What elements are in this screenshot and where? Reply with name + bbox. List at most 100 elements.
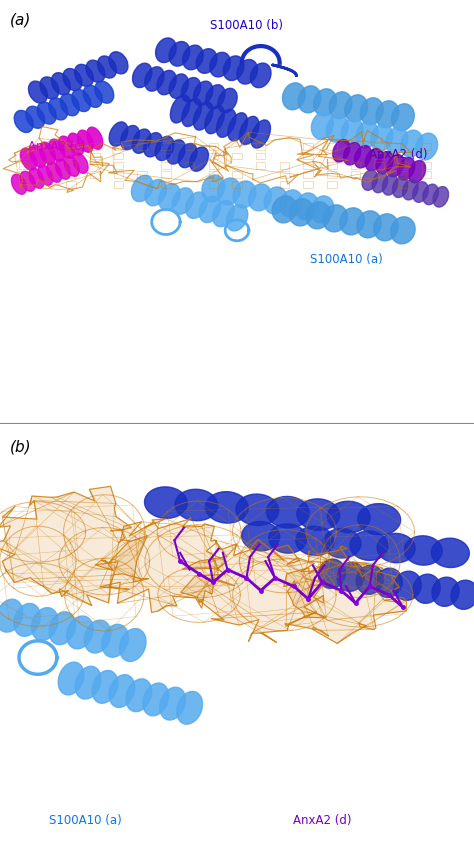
Ellipse shape	[133, 63, 152, 87]
Ellipse shape	[250, 63, 271, 88]
Ellipse shape	[121, 125, 139, 150]
Bar	[66, 143, 76, 150]
Ellipse shape	[374, 214, 398, 241]
Ellipse shape	[75, 667, 101, 699]
Bar	[303, 162, 313, 168]
Ellipse shape	[55, 159, 71, 179]
Ellipse shape	[119, 629, 146, 662]
Ellipse shape	[86, 60, 105, 82]
Ellipse shape	[196, 49, 217, 74]
Ellipse shape	[182, 98, 201, 127]
Bar	[161, 172, 171, 179]
Ellipse shape	[249, 184, 272, 211]
Ellipse shape	[145, 487, 187, 519]
Ellipse shape	[413, 574, 440, 603]
Ellipse shape	[63, 69, 82, 91]
Ellipse shape	[356, 121, 378, 148]
Ellipse shape	[242, 521, 280, 551]
Ellipse shape	[318, 559, 346, 588]
Bar	[327, 162, 337, 168]
Ellipse shape	[14, 603, 40, 636]
Ellipse shape	[206, 85, 225, 109]
Ellipse shape	[365, 149, 383, 171]
Ellipse shape	[38, 165, 53, 185]
Ellipse shape	[329, 92, 352, 118]
Ellipse shape	[87, 127, 103, 149]
Bar	[232, 172, 242, 179]
Ellipse shape	[131, 175, 153, 201]
Bar	[137, 143, 147, 150]
Bar	[161, 181, 171, 188]
Ellipse shape	[341, 118, 363, 145]
Ellipse shape	[20, 148, 36, 170]
Ellipse shape	[109, 674, 135, 707]
Bar	[19, 152, 28, 159]
Bar	[43, 143, 52, 150]
Ellipse shape	[355, 146, 372, 168]
Ellipse shape	[167, 140, 185, 164]
Bar	[185, 162, 194, 168]
Ellipse shape	[68, 133, 84, 155]
Ellipse shape	[26, 107, 45, 129]
Ellipse shape	[237, 59, 257, 84]
Ellipse shape	[337, 563, 365, 591]
Text: AnxA2 (d): AnxA2 (d)	[293, 815, 352, 827]
Bar	[66, 172, 76, 179]
Ellipse shape	[350, 531, 388, 560]
Ellipse shape	[314, 89, 337, 116]
Ellipse shape	[218, 178, 240, 205]
Bar	[114, 181, 123, 188]
Ellipse shape	[362, 170, 377, 190]
Bar	[66, 181, 76, 188]
Bar	[256, 143, 265, 150]
Ellipse shape	[311, 113, 333, 139]
Ellipse shape	[175, 489, 218, 521]
Bar	[161, 143, 171, 150]
Text: S100A10 (a): S100A10 (a)	[310, 253, 383, 266]
Ellipse shape	[30, 146, 46, 168]
Ellipse shape	[84, 620, 111, 653]
Bar	[398, 181, 408, 188]
Bar	[90, 152, 100, 159]
Ellipse shape	[31, 607, 58, 640]
Bar	[327, 181, 337, 188]
Ellipse shape	[186, 192, 207, 218]
Bar	[232, 152, 242, 159]
Ellipse shape	[205, 106, 224, 134]
Ellipse shape	[20, 171, 35, 191]
Bar	[374, 152, 384, 159]
Ellipse shape	[357, 211, 381, 238]
Ellipse shape	[49, 139, 65, 162]
Bar	[43, 162, 52, 168]
Ellipse shape	[0, 599, 23, 632]
Ellipse shape	[383, 174, 398, 195]
Ellipse shape	[177, 691, 202, 724]
Bar	[137, 172, 147, 179]
Ellipse shape	[172, 188, 193, 214]
Ellipse shape	[64, 157, 79, 176]
Ellipse shape	[58, 136, 74, 158]
Bar	[161, 152, 171, 159]
Ellipse shape	[67, 616, 93, 649]
Ellipse shape	[409, 161, 426, 183]
Ellipse shape	[392, 177, 408, 197]
Bar	[114, 152, 123, 159]
Bar	[374, 143, 384, 150]
Bar	[232, 181, 242, 188]
Ellipse shape	[39, 142, 55, 164]
Bar	[303, 172, 313, 179]
Ellipse shape	[58, 662, 84, 695]
Bar	[327, 143, 337, 150]
Ellipse shape	[356, 565, 383, 595]
Ellipse shape	[28, 81, 47, 103]
Ellipse shape	[345, 95, 367, 122]
Ellipse shape	[323, 205, 347, 232]
Ellipse shape	[402, 179, 418, 200]
Ellipse shape	[199, 196, 221, 222]
Bar	[303, 181, 313, 188]
Ellipse shape	[375, 569, 402, 597]
Ellipse shape	[344, 143, 361, 165]
Ellipse shape	[360, 98, 383, 124]
Ellipse shape	[169, 74, 188, 98]
Bar	[19, 162, 28, 168]
